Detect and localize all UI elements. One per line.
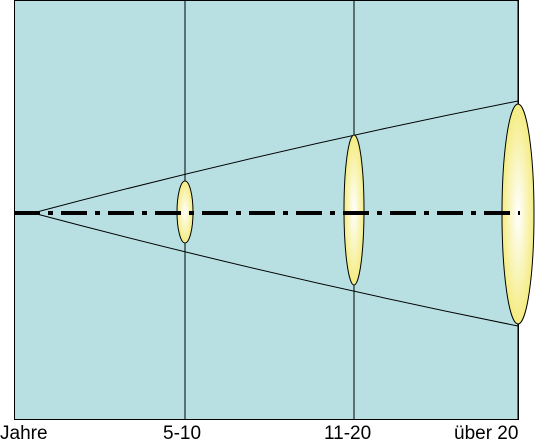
x-label-jahre: Jahre	[0, 423, 48, 444]
diagram-background	[14, 0, 519, 420]
cross-section-11-20	[343, 134, 365, 286]
x-label-uber-20: über 20	[454, 423, 519, 444]
cone-upper-edge	[32, 100, 519, 214]
x-label-11-20: 11-20	[324, 423, 372, 444]
x-label-5-10: 5-10	[163, 423, 202, 444]
cone-diagram	[14, 0, 535, 420]
cone-lower-edge	[32, 212, 519, 327]
